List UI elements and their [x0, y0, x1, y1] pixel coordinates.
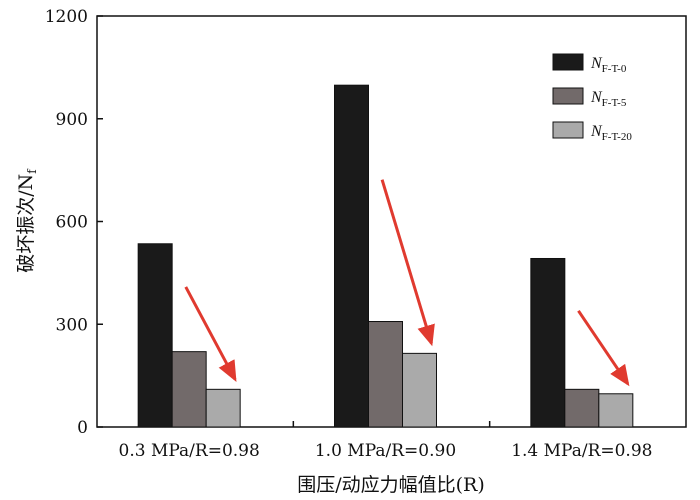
- bar-f-t-20-0: [205, 388, 241, 428]
- y-tick-label: 600: [56, 213, 88, 233]
- bar-f-t-0-2: [530, 257, 566, 428]
- y-tick-label: 900: [56, 110, 88, 130]
- legend-label-main: N: [590, 123, 603, 140]
- bar-f-t-0-0: [137, 243, 173, 428]
- x-tick-label: 1.4 MPa/R=0.98: [511, 441, 652, 461]
- trend-arrow: [184, 286, 237, 382]
- legend: NF-T-0NF-T-5NF-T-20: [552, 53, 632, 143]
- x-tick-label: 0.3 MPa/R=0.98: [119, 441, 260, 461]
- trend-arrow: [380, 179, 435, 347]
- y-axis-title-main: 破坏振次/N: [15, 174, 37, 273]
- trend-arrow: [577, 309, 630, 387]
- legend-label-subscript: F-T-0: [602, 63, 627, 75]
- bar-f-t-5-0: [171, 351, 207, 428]
- x-tick-label: 1.0 MPa/R=0.90: [315, 441, 456, 461]
- legend-label: NF-T-20: [590, 123, 632, 143]
- bar-f-t-0-1: [334, 84, 369, 428]
- bars-group: [137, 84, 634, 428]
- bar-f-t-5-2: [564, 388, 600, 428]
- x-axis-ticks: 0.3 MPa/R=0.98 1.0 MPa/R=0.90 1.4 MPa/R=0.…: [119, 421, 652, 461]
- bar-f-t-5-1: [368, 321, 403, 428]
- legend-label: NF-T-0: [590, 55, 627, 75]
- y-tick-label: 300: [56, 315, 88, 335]
- legend-swatch: [552, 53, 584, 71]
- legend-label-main: N: [590, 55, 603, 72]
- legend-label-main: N: [590, 89, 603, 106]
- y-tick-label: 1200: [45, 7, 88, 27]
- bar-f-t-20-2: [598, 393, 634, 428]
- y-tick-label: 0: [77, 418, 88, 438]
- y-axis-ticks: 0 300 600 900 1200: [45, 7, 103, 438]
- y-axis-title-subscript: f: [25, 168, 39, 174]
- legend-label: NF-T-5: [590, 89, 627, 109]
- x-axis-title: 围压/动应力幅值比(R): [297, 474, 485, 496]
- y-axis-title: 破坏振次/Nf: [15, 168, 39, 273]
- legend-swatch: [552, 87, 584, 105]
- bar-f-t-20-1: [402, 352, 437, 428]
- legend-label-subscript: F-T-20: [602, 131, 633, 143]
- legend-swatch: [552, 121, 584, 139]
- legend-label-subscript: F-T-5: [602, 97, 627, 109]
- trend-arrows: [184, 179, 630, 387]
